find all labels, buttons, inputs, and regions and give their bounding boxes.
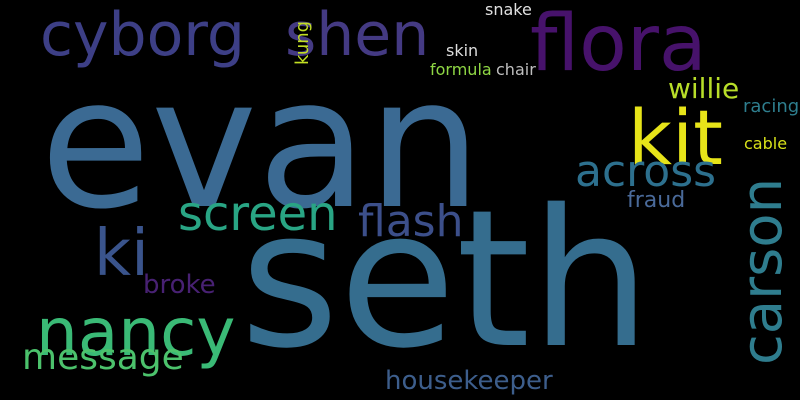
word-kit: kit: [628, 93, 723, 182]
word-cable: cable: [744, 134, 788, 153]
word-formula: formula: [430, 60, 492, 79]
word-evan: evan: [40, 40, 482, 249]
word-screen: screen: [178, 186, 338, 242]
word-broke: broke: [143, 270, 216, 300]
word-across: across: [575, 146, 717, 197]
word-fraud: fraud: [627, 188, 686, 213]
word-skin: skin: [446, 41, 479, 60]
word-carson: carson: [730, 177, 795, 365]
word-message: message: [22, 337, 184, 378]
word-racing: racing: [743, 96, 800, 117]
word-seth: seth: [240, 169, 651, 390]
word-ki: ki: [94, 217, 149, 291]
word-willie: willie: [668, 72, 740, 105]
word-snake: snake: [485, 0, 532, 19]
word-flash: flash: [358, 196, 464, 247]
word-cyborg: cyborg: [40, 0, 245, 70]
word-kung: kung: [292, 20, 313, 65]
word-flora: flora: [530, 0, 707, 89]
word-nancy: nancy: [36, 294, 236, 371]
word-shen: shen: [285, 0, 430, 70]
word-housekeeper: housekeeper: [385, 366, 553, 396]
word-chair: chair: [496, 60, 536, 79]
